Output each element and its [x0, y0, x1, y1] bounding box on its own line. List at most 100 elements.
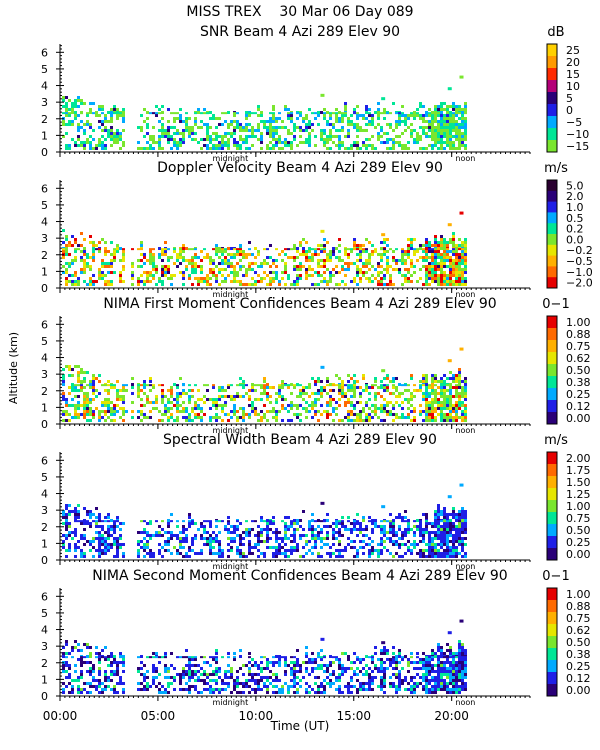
colorbar-label: 0.2 [566, 223, 584, 236]
time-marker-midnight: midnight [213, 698, 249, 707]
colorbar-swatch [547, 56, 557, 69]
colorbar-label: 0.00 [566, 684, 591, 697]
time-marker-noon: noon [455, 698, 475, 707]
colorbar-label: 25 [566, 44, 580, 57]
colorbar-label: 0.38 [566, 376, 591, 389]
colorbar-swatch [547, 672, 557, 685]
panel-title: Spectral Width Beam 4 Azi 289 Elev 90 [163, 432, 437, 448]
data-field [62, 347, 467, 422]
colorbar-unit: m/s [544, 433, 568, 448]
y-axis-label: Altitude (km) [7, 332, 20, 404]
colorbar-swatch [547, 352, 557, 365]
panel-title: SNR Beam 4 Azi 289 Elev 90 [200, 24, 400, 40]
colorbar-swatch [547, 116, 557, 129]
figure-title: MISS TREX 30 Mar 06 Day 089 [186, 4, 413, 20]
panels: SNR Beam 4 Azi 289 Elev 90 dB 0 1 2 3 4 5 6 midni… [41, 24, 593, 723]
colorbar-label: 5.0 [566, 179, 584, 192]
colorbar-label: 0.00 [566, 548, 591, 561]
x-tick-label: 05:00 [141, 709, 176, 723]
time-marker-noon: noon [455, 426, 475, 435]
colorbar-swatch [547, 328, 557, 341]
colorbar-swatch [547, 400, 557, 413]
panel-title: NIMA Second Moment Confidences Beam 4 Az… [92, 568, 507, 584]
time-marker-midnight: midnight [213, 426, 249, 435]
y-tick-label: 4 [41, 352, 48, 365]
colorbar-label: 0.88 [566, 600, 591, 613]
chart-panel-1: SNR Beam 4 Azi 289 Elev 90 dB 0 1 2 3 4 5 6 midni… [41, 24, 589, 163]
y-tick-label: 0 [41, 418, 48, 431]
y-tick-label: 1 [41, 129, 48, 142]
colorbar-label: −0.2 [566, 244, 593, 257]
y-tick-label: 5 [41, 607, 48, 620]
y-tick-label: 6 [41, 182, 48, 195]
colorbar: 1.000.880.750.620.500.380.250.120.00 [546, 315, 591, 425]
y-tick-label: 4 [41, 80, 48, 93]
panel-title: Doppler Velocity Beam 4 Azi 289 Elev 90 [157, 160, 443, 176]
colorbar-swatch [547, 412, 557, 425]
time-marker-noon: noon [455, 290, 475, 299]
colorbar-label: 0.75 [566, 512, 591, 525]
colorbar-unit: 0−1 [542, 297, 569, 312]
colorbar-swatch [547, 128, 557, 141]
colorbar-label: 1.25 [566, 488, 591, 501]
y-tick-label: 2 [41, 385, 48, 398]
colorbar-swatch [547, 316, 557, 329]
colorbar-swatch [547, 255, 557, 267]
y-tick-label: 3 [41, 640, 48, 653]
colorbar-label: 0.38 [566, 648, 591, 661]
colorbar-label: 1.0 [566, 201, 584, 214]
colorbar-swatch [547, 512, 557, 525]
colorbar-label: 10 [566, 80, 580, 93]
colorbar-label: 0.50 [566, 364, 591, 377]
time-marker-midnight: midnight [213, 154, 249, 163]
colorbar-swatch [547, 612, 557, 625]
data-field [62, 211, 467, 286]
colorbar-label: 0.25 [566, 388, 591, 401]
colorbar-swatch [547, 234, 557, 246]
y-tick-label: 6 [41, 590, 48, 603]
colorbar-swatch [547, 588, 557, 601]
y-tick-label: 2 [41, 657, 48, 670]
y-tick-label: 3 [41, 504, 48, 517]
colorbar-swatch [547, 44, 557, 57]
colorbar-swatch [547, 212, 557, 224]
colorbar-swatch [547, 648, 557, 661]
y-tick-label: 1 [41, 401, 48, 414]
x-tick-label: 00:00 [43, 709, 78, 723]
colorbar-swatch [547, 500, 557, 513]
colorbar-label: 0.50 [566, 636, 591, 649]
data-field [62, 75, 467, 150]
colorbar-label: 1.00 [566, 500, 591, 513]
colorbar-swatch [547, 244, 557, 257]
colorbar-label: −10 [566, 128, 589, 141]
y-tick-label: 1 [41, 265, 48, 278]
colorbar-swatch [547, 464, 557, 477]
colorbar: 5.02.01.00.50.20.0−0.2−0.5−1.0−2.0 [546, 179, 593, 290]
colorbar-label: 0.12 [566, 672, 591, 685]
y-tick-label: 5 [41, 335, 48, 348]
colorbar: 2.001.751.501.251.000.750.500.250.00 [546, 451, 591, 561]
y-tick-label: 0 [41, 146, 48, 159]
panel-title: NIMA First Moment Confidences Beam 4 Azi… [103, 296, 496, 312]
colorbar-label: 0.25 [566, 660, 591, 673]
colorbar-swatch [547, 388, 557, 401]
colorbar-swatch [547, 277, 557, 289]
colorbar-frame [546, 315, 558, 425]
colorbar-swatch [547, 376, 557, 389]
y-tick-label: 3 [41, 368, 48, 381]
y-tick-label: 6 [41, 318, 48, 331]
colorbar: 1.000.880.750.620.500.380.250.120.00 [546, 587, 591, 697]
colorbar-swatch [547, 488, 557, 501]
colorbar-label: 0.62 [566, 624, 591, 637]
colorbar-frame [546, 451, 558, 561]
y-tick-label: 2 [41, 113, 48, 126]
colorbar-swatch [547, 266, 557, 278]
colorbar-unit: 0−1 [542, 569, 569, 584]
colorbar-swatch [547, 201, 557, 213]
colorbar-label: −0.5 [566, 255, 593, 268]
colorbar-label: 0.00 [566, 412, 591, 425]
colorbar-label: 2.0 [566, 190, 584, 203]
y-tick-label: 6 [41, 46, 48, 59]
